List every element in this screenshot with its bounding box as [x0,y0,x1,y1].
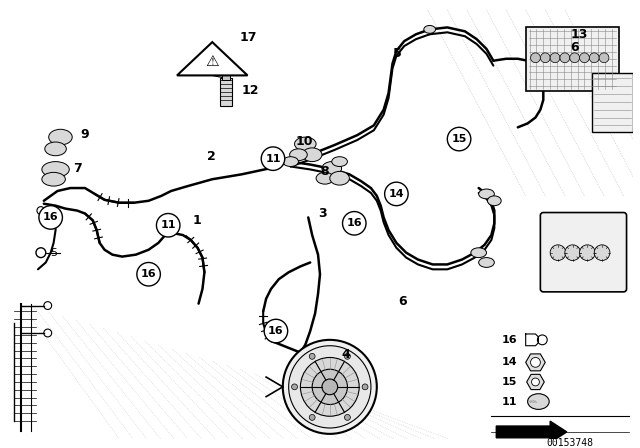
Ellipse shape [471,248,486,258]
Text: 6: 6 [571,40,579,53]
Circle shape [261,147,285,170]
Circle shape [565,245,580,261]
Circle shape [580,245,595,261]
Circle shape [362,384,368,390]
Polygon shape [496,421,567,443]
Ellipse shape [479,258,494,267]
Ellipse shape [42,162,69,177]
Text: 6: 6 [398,295,407,308]
Ellipse shape [332,157,348,167]
Circle shape [322,379,338,395]
Text: 13: 13 [571,28,588,41]
Text: 7: 7 [73,162,82,175]
Text: 10: 10 [296,134,313,147]
Circle shape [344,353,350,359]
Ellipse shape [479,189,494,199]
Text: 16: 16 [268,326,284,336]
Text: 2: 2 [207,150,216,163]
Ellipse shape [322,162,342,175]
Text: 8: 8 [320,165,328,178]
Circle shape [39,206,63,229]
Circle shape [594,245,610,261]
Ellipse shape [330,172,349,185]
Text: 9: 9 [80,128,89,141]
Circle shape [589,53,599,63]
Text: 00153748: 00153748 [547,438,593,448]
Ellipse shape [290,149,307,161]
Ellipse shape [49,129,72,145]
Circle shape [531,53,540,63]
Bar [525,27,619,91]
Circle shape [264,319,287,343]
Circle shape [580,53,589,63]
Polygon shape [177,42,248,75]
Ellipse shape [283,157,298,167]
Circle shape [309,353,315,359]
Bar [220,78,232,106]
Bar [592,73,634,132]
Text: 14: 14 [501,358,517,367]
Circle shape [550,53,560,63]
Circle shape [447,127,471,151]
Text: 12: 12 [242,84,259,97]
Circle shape [309,414,315,420]
Text: 5: 5 [394,47,402,60]
Text: 3: 3 [318,207,326,220]
Circle shape [312,369,348,405]
Text: 15: 15 [451,134,467,144]
Text: 16: 16 [141,269,156,279]
Circle shape [550,245,566,261]
Ellipse shape [302,148,322,162]
Circle shape [560,53,570,63]
Text: 16: 16 [501,335,517,345]
Circle shape [283,340,377,434]
Ellipse shape [316,172,333,184]
Text: 17: 17 [240,31,257,44]
Circle shape [385,182,408,206]
Circle shape [599,53,609,63]
Text: 15: 15 [501,377,516,387]
Text: 11: 11 [265,154,281,164]
Bar [222,70,230,80]
Text: 1: 1 [193,214,202,227]
Text: 4: 4 [342,348,350,361]
FancyBboxPatch shape [540,212,627,292]
Ellipse shape [424,26,436,33]
Ellipse shape [527,394,549,409]
Circle shape [570,53,580,63]
Circle shape [292,384,298,390]
Circle shape [289,346,371,428]
Text: 11: 11 [501,396,516,406]
Text: 16: 16 [346,218,362,228]
Text: ⚠: ⚠ [205,54,219,69]
Ellipse shape [294,137,316,151]
Text: 11: 11 [161,220,176,230]
Circle shape [342,211,366,235]
Circle shape [156,214,180,237]
Circle shape [540,53,550,63]
Ellipse shape [488,196,501,206]
Text: -5: -5 [48,248,59,258]
Circle shape [344,414,350,420]
Text: 14: 14 [388,189,404,199]
Circle shape [531,358,540,367]
Circle shape [300,358,359,416]
Ellipse shape [45,142,67,156]
Circle shape [532,378,540,386]
Circle shape [137,263,161,286]
Ellipse shape [42,172,65,186]
Text: 16: 16 [43,212,58,222]
